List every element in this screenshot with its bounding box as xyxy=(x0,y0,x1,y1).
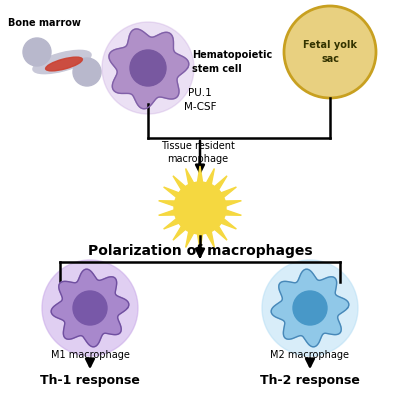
Text: Tissue resident
macrophage: Tissue resident macrophage xyxy=(161,141,235,164)
Ellipse shape xyxy=(33,50,91,74)
Text: PU.1
M-CSF: PU.1 M-CSF xyxy=(184,88,216,112)
Polygon shape xyxy=(109,29,189,109)
Circle shape xyxy=(174,182,226,234)
Ellipse shape xyxy=(46,57,82,71)
Text: Th-1 response: Th-1 response xyxy=(40,374,140,387)
Text: Polarization of macrophages: Polarization of macrophages xyxy=(88,244,312,258)
Circle shape xyxy=(42,260,138,356)
Text: Fetal yolk
sac: Fetal yolk sac xyxy=(303,41,357,64)
Circle shape xyxy=(23,38,51,66)
Circle shape xyxy=(73,291,107,325)
Text: M1 macrophage: M1 macrophage xyxy=(50,350,130,360)
Circle shape xyxy=(130,50,166,86)
Polygon shape xyxy=(159,166,241,250)
Circle shape xyxy=(284,6,376,98)
Text: Th-2 response: Th-2 response xyxy=(260,374,360,387)
Circle shape xyxy=(73,58,101,86)
Text: M2 macrophage: M2 macrophage xyxy=(270,350,350,360)
Circle shape xyxy=(293,291,327,325)
Text: Bone marrow: Bone marrow xyxy=(8,18,81,28)
Polygon shape xyxy=(51,269,129,347)
Circle shape xyxy=(102,22,194,114)
Polygon shape xyxy=(271,269,349,347)
Circle shape xyxy=(262,260,358,356)
Text: Hematopoietic
stem cell: Hematopoietic stem cell xyxy=(192,51,272,74)
